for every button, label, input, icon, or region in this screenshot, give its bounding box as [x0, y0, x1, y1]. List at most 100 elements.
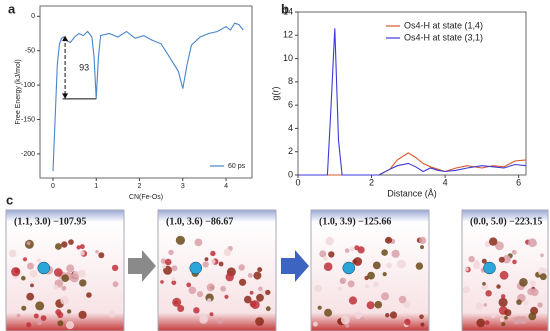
atom: [55, 243, 62, 250]
y-tick-label: 8: [288, 76, 293, 86]
atom: [27, 262, 34, 270]
atom: [8, 249, 17, 258]
atom: [177, 305, 185, 312]
state-label: (0.0, 5.0) −223.15: [470, 216, 542, 227]
atom: [256, 293, 264, 302]
data-line: [298, 28, 527, 176]
atom: [95, 250, 99, 254]
atom: [495, 241, 504, 251]
atom: [21, 275, 26, 281]
atom: [220, 285, 227, 292]
atom: [381, 249, 388, 256]
atom: [196, 291, 204, 298]
atom: [164, 258, 172, 266]
atom: [199, 314, 209, 324]
atom: [29, 269, 38, 278]
fe-atom: [189, 261, 203, 275]
atom: [78, 310, 87, 319]
atom: [385, 313, 390, 318]
y-tick-label: 0: [31, 13, 35, 20]
atom: [217, 318, 223, 324]
x-axis-label: CN(Fe-Os): [129, 194, 163, 201]
atom: [519, 316, 528, 325]
atom: [529, 280, 536, 287]
atom: [77, 269, 86, 278]
x-tick-label: 4: [224, 183, 228, 190]
atom: [519, 278, 528, 287]
atom: [112, 281, 119, 288]
x-tick-label: 6: [516, 177, 521, 187]
atom: [367, 271, 375, 280]
atom: [501, 322, 506, 327]
arrow-head: [62, 35, 69, 42]
atom: [398, 295, 407, 304]
atom: [80, 251, 85, 256]
atom: [403, 300, 411, 308]
atom: [490, 313, 496, 319]
atom: [420, 322, 425, 327]
atom: [188, 286, 197, 295]
state-box: [5, 209, 125, 331]
plot-frame: [297, 11, 527, 176]
atom: [54, 268, 63, 277]
atom: [352, 259, 357, 264]
atom: [539, 273, 547, 281]
legend-label: Os4-H at state (1,4): [404, 20, 483, 30]
atom: [194, 238, 203, 247]
x-tick-label: 2: [369, 177, 374, 187]
atom: [317, 305, 322, 310]
atom: [225, 272, 234, 282]
atom: [498, 256, 505, 263]
atom: [61, 285, 67, 291]
atom: [504, 309, 512, 317]
atom: [372, 261, 381, 270]
atom: [61, 274, 69, 283]
arrow: [281, 250, 309, 282]
state-label: (1.0, 3.9) −125.66: [319, 216, 391, 227]
atom: [357, 261, 361, 266]
atom: [500, 294, 506, 299]
y-tick-label: 6: [288, 100, 293, 110]
atom: [483, 303, 488, 307]
y-tick-label: -200: [21, 151, 35, 158]
atom: [255, 317, 264, 326]
atom: [11, 267, 21, 277]
atom: [524, 301, 529, 306]
atom: [385, 236, 393, 244]
atom: [160, 280, 164, 284]
atom: [207, 298, 212, 303]
atom: [389, 311, 398, 319]
atom: [68, 239, 74, 245]
atom: [354, 311, 363, 320]
atom: [391, 249, 400, 258]
atom: [36, 258, 42, 263]
atom: [323, 262, 333, 272]
atom: [511, 249, 517, 255]
atom: [499, 317, 504, 322]
atom: [66, 264, 75, 273]
atom: [98, 252, 105, 259]
atom: [468, 255, 475, 263]
atom: [223, 248, 232, 257]
atom: [86, 292, 92, 298]
atom: [537, 302, 543, 308]
atom: [348, 296, 358, 305]
atom: [540, 253, 544, 258]
atom: [57, 311, 64, 319]
atom: [496, 284, 501, 289]
x-tick-label: 0: [295, 177, 300, 187]
x-axis-label: Distance (Å): [387, 188, 437, 198]
legend-label: Os4-H at state (3,1): [404, 32, 483, 42]
atom: [257, 267, 263, 273]
arrow-head: [62, 93, 69, 99]
atom: [499, 270, 509, 280]
atom: [60, 296, 70, 305]
atom: [324, 308, 333, 317]
atom: [206, 283, 215, 292]
atom: [465, 267, 469, 272]
atom: [373, 281, 379, 288]
atom: [26, 292, 35, 301]
atom: [186, 282, 192, 288]
atom: [53, 284, 59, 290]
atom: [218, 261, 224, 267]
